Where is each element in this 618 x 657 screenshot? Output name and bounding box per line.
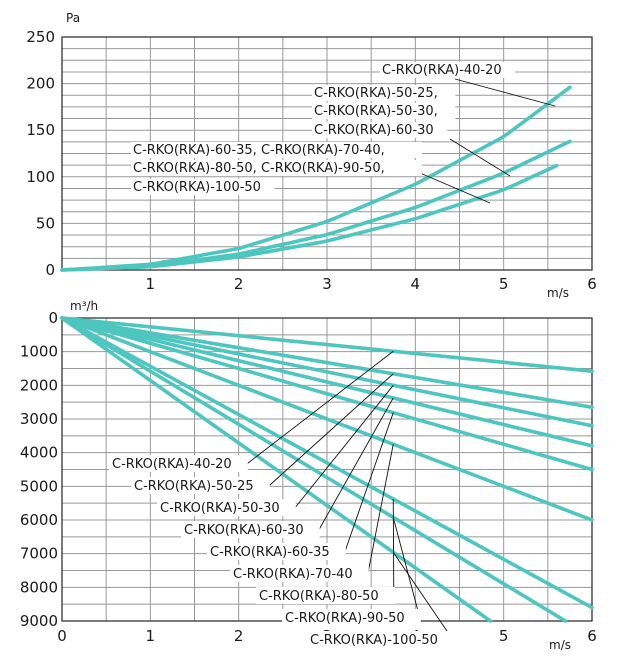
label-leader-line — [419, 172, 491, 204]
label-leader-line — [392, 517, 421, 619]
airflow-line-5 — [60, 316, 594, 472]
label-background — [131, 160, 422, 176]
airflow-series-label: C-RKO(RKA)-90-50 — [285, 611, 405, 626]
label-leader-line — [367, 444, 394, 575]
airflow-series-label: C-RKO(RKA)-40-20 — [112, 457, 232, 472]
label-background — [181, 521, 320, 538]
airflow-y-unit: m³/h — [70, 299, 98, 313]
x-tick-label: 4 — [411, 275, 421, 293]
label-background — [207, 543, 346, 560]
airflow-leaders — [246, 350, 454, 641]
y-tick-label: 100 — [26, 168, 55, 186]
y-tick-label: 250 — [26, 28, 55, 46]
x-tick-label: 1 — [146, 627, 156, 645]
airflow-line-4 — [60, 316, 594, 448]
pressure-series-label: C-RKO(RKA)-40-20 — [382, 63, 502, 78]
pressure-curve-3 — [60, 163, 559, 272]
y-tick-label: 3000 — [20, 410, 58, 428]
y-tick-label: 9000 — [20, 612, 58, 630]
airflow-series-label: C-RKO(RKA)-80-50 — [259, 589, 379, 604]
label-background — [131, 477, 270, 494]
y-tick-label: 0 — [45, 261, 55, 279]
x-tick-label: 6 — [587, 627, 597, 645]
label-background — [256, 587, 395, 604]
airflow-series-label: C-RKO(RKA)-50-30 — [160, 501, 280, 516]
x-tick-label: 0 — [57, 627, 67, 645]
x-tick-label: 1 — [146, 275, 156, 293]
y-tick-label: 8000 — [20, 578, 58, 596]
pressure-labels: C-RKO(RKA)-40-20 C-RKO(RKA)-50-25, C-RKO(R… — [131, 62, 516, 195]
label-leader-line — [392, 498, 395, 597]
label-leader-line — [318, 397, 394, 531]
airflow-x-unit: m/s — [549, 638, 571, 652]
y-tick-label: 200 — [26, 75, 55, 93]
label-background — [131, 179, 275, 195]
label-background — [312, 122, 448, 138]
label-background — [282, 609, 421, 626]
airflow-series-label: C-RKO(RKA)-50-25 — [134, 479, 254, 494]
x-tick-label: 6 — [587, 275, 597, 293]
airflow-line-9 — [60, 316, 493, 623]
label-leader-line — [344, 412, 394, 553]
y-tick-label: 50 — [36, 214, 55, 232]
airflow-series-label: C-RKO(RKA)-60-35 — [210, 545, 330, 560]
label-background — [312, 103, 456, 119]
pressure-series-label: C-RKO(RKA)-50-25, — [314, 86, 438, 101]
y-tick-label: 1000 — [20, 343, 58, 361]
y-tick-label: 0 — [48, 309, 58, 327]
airflow-series-label: C-RKO(RKA)-100-50 — [310, 633, 438, 648]
pressure-series-label: C-RKO(RKA)-60-30 — [314, 123, 434, 138]
y-tick-label: 4000 — [20, 444, 58, 462]
label-background — [312, 85, 456, 101]
label-leader-line — [454, 78, 556, 107]
label-background — [307, 631, 455, 648]
plot-frame — [61, 36, 593, 271]
x-tick-label: 3 — [322, 275, 332, 293]
airflow-series-label: C-RKO(RKA)-60-30 — [184, 523, 304, 538]
airflow-line-8 — [60, 316, 568, 623]
airflow-series-label: C-RKO(RKA)-70-40 — [233, 567, 353, 582]
pressure-y-unit: Pa — [66, 11, 80, 25]
airflow-line-1 — [60, 316, 594, 373]
pressure-series-label: C-RKO(RKA)-80-50, C-RKO(RKA)-90-50, — [133, 161, 385, 176]
x-tick-label: 5 — [499, 275, 509, 293]
pressure-leaders — [419, 78, 556, 204]
x-tick-label: 2 — [234, 275, 244, 293]
label-leader-line — [268, 373, 394, 487]
label-background — [157, 499, 296, 516]
airflow-curves — [60, 316, 594, 623]
y-tick-label: 5000 — [20, 477, 58, 495]
pressure-curves — [60, 85, 572, 272]
pressure-series-label: C-RKO(RKA)-50-30, — [314, 104, 438, 119]
label-background — [380, 62, 516, 78]
label-leader-line — [449, 138, 511, 177]
label-leader-line — [246, 350, 394, 465]
airflow-labels: C-RKO(RKA)-40-20 C-RKO(RKA)-50-25 C-RKO(RK… — [109, 455, 455, 648]
label-background — [131, 142, 422, 158]
y-tick-label: 2000 — [20, 376, 58, 394]
x-tick-label: 2 — [234, 627, 244, 645]
pressure-series-label: C-RKO(RKA)-100-50 — [133, 180, 261, 195]
pressure-x-unit: m/s — [547, 286, 569, 300]
pressure-series-label: C-RKO(RKA)-60-35, C-RKO(RKA)-70-40, — [133, 143, 385, 158]
label-background — [109, 455, 248, 472]
label-leader-line — [392, 552, 454, 641]
airflow-line-3 — [60, 316, 594, 428]
airflow-line-6 — [60, 316, 594, 522]
label-leader-line — [294, 385, 394, 509]
x-tick-label: 5 — [499, 627, 509, 645]
y-tick-label: 6000 — [20, 511, 58, 529]
y-tick-label: 150 — [26, 121, 55, 139]
airflow-line-7 — [60, 316, 594, 610]
y-tick-label: 7000 — [20, 545, 58, 563]
label-background — [230, 565, 369, 582]
airflow-line-2 — [60, 316, 594, 410]
